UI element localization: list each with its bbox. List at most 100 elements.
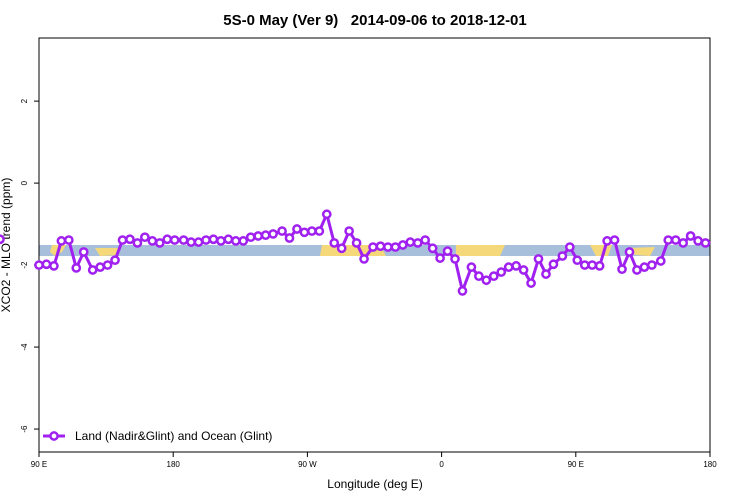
land bbox=[628, 247, 655, 256]
x-tick-label: 180 bbox=[167, 460, 181, 469]
data-point bbox=[435, 253, 445, 263]
data-point bbox=[646, 260, 657, 270]
data-point bbox=[488, 271, 499, 282]
land bbox=[95, 248, 120, 256]
data-point bbox=[49, 261, 59, 271]
data-point bbox=[359, 254, 369, 264]
data-point bbox=[110, 255, 120, 266]
chart-title: 5S-0 May (Ver 9) 2014-09-06 to 2018-12-0… bbox=[223, 12, 527, 29]
data-point bbox=[132, 238, 143, 248]
y-tick-label: -4 bbox=[20, 343, 29, 351]
data-point bbox=[685, 231, 696, 241]
data-point bbox=[260, 230, 271, 241]
data-point bbox=[277, 226, 287, 236]
data-point bbox=[533, 254, 544, 264]
data-point bbox=[63, 235, 74, 245]
data-point bbox=[344, 226, 355, 236]
data-point bbox=[95, 262, 105, 272]
data-point bbox=[186, 237, 196, 247]
data-point bbox=[0, 234, 5, 245]
data-point bbox=[481, 275, 492, 286]
y-tick-label: -2 bbox=[20, 261, 29, 269]
data-point bbox=[466, 262, 477, 272]
data-point bbox=[609, 235, 620, 245]
x-tick-label: 0 bbox=[439, 460, 444, 469]
data-point bbox=[34, 260, 44, 270]
data-point bbox=[125, 234, 135, 245]
data-point bbox=[383, 242, 393, 252]
plot-frame bbox=[38, 37, 711, 453]
data-point bbox=[572, 255, 583, 266]
data-point bbox=[223, 234, 234, 245]
data-point bbox=[450, 254, 460, 264]
data-point bbox=[420, 235, 431, 245]
data-point bbox=[655, 256, 666, 266]
data-point bbox=[201, 235, 211, 245]
y-tick-label: 2 bbox=[20, 98, 29, 103]
data-point bbox=[154, 238, 165, 248]
data-point bbox=[639, 262, 650, 272]
data-point bbox=[548, 259, 559, 270]
data-point bbox=[397, 240, 408, 250]
data-point bbox=[78, 247, 89, 257]
data-point bbox=[284, 233, 295, 243]
x-axis-label: Longitude (deg E) bbox=[327, 477, 422, 491]
data-point bbox=[496, 267, 507, 277]
data-point bbox=[238, 236, 249, 246]
data-point bbox=[253, 231, 264, 241]
land bbox=[456, 245, 505, 256]
data-point bbox=[162, 234, 173, 245]
data-point bbox=[178, 235, 189, 245]
data-point bbox=[117, 235, 128, 245]
x-tick-label: 90 E bbox=[568, 460, 584, 469]
data-point bbox=[587, 260, 598, 270]
data-point bbox=[147, 236, 158, 246]
data-point bbox=[405, 237, 416, 247]
data-point bbox=[624, 247, 635, 257]
data-point bbox=[321, 209, 332, 220]
data-point bbox=[71, 263, 82, 273]
data-point bbox=[314, 226, 325, 236]
data-point bbox=[412, 238, 423, 248]
data-point bbox=[670, 235, 681, 245]
data-point bbox=[511, 261, 522, 271]
data-point bbox=[457, 286, 468, 296]
data-point bbox=[336, 243, 347, 254]
data-point bbox=[390, 242, 401, 252]
data-point bbox=[617, 264, 627, 275]
data-point bbox=[208, 234, 219, 245]
data-point bbox=[169, 235, 180, 245]
data-point bbox=[351, 238, 362, 248]
data-point bbox=[87, 265, 98, 275]
data-point bbox=[663, 235, 674, 245]
data-point bbox=[693, 236, 703, 246]
data-point bbox=[329, 238, 340, 248]
data-point bbox=[678, 238, 689, 248]
data-point bbox=[368, 242, 378, 252]
data-point bbox=[102, 260, 113, 270]
data-point bbox=[541, 269, 551, 279]
legend-label: Land (Nadir&Glint) and Ocean (Glint) bbox=[75, 429, 272, 443]
y-axis-label: XCO2 - MLO trend (ppm) bbox=[0, 178, 13, 313]
data-point bbox=[245, 232, 256, 243]
data-point bbox=[268, 229, 278, 239]
data-point bbox=[140, 232, 150, 243]
data-point bbox=[216, 236, 226, 246]
legend-marker bbox=[49, 431, 59, 441]
data-point bbox=[474, 271, 484, 282]
data-point bbox=[632, 265, 642, 275]
data-point bbox=[526, 278, 536, 288]
data-point bbox=[518, 265, 529, 275]
data-point bbox=[557, 251, 568, 261]
y-tick-label: -6 bbox=[20, 425, 29, 433]
data-point bbox=[503, 262, 514, 272]
data-point bbox=[442, 246, 453, 256]
data-point bbox=[193, 237, 204, 247]
data-point bbox=[299, 227, 310, 238]
data-point bbox=[564, 242, 575, 252]
data-point bbox=[41, 259, 52, 270]
data-point bbox=[292, 224, 302, 234]
data-point bbox=[602, 236, 612, 246]
